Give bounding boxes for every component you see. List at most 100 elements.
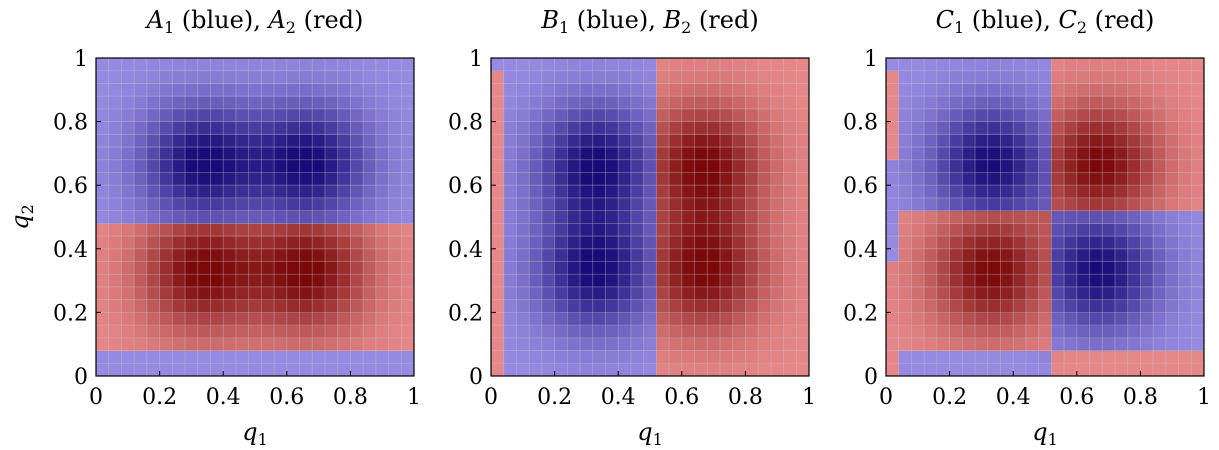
heatmap-cell <box>363 261 377 275</box>
heatmap-cell <box>669 274 683 288</box>
heatmap-cell <box>337 363 351 377</box>
heatmap-cell <box>796 185 810 199</box>
x-tick-label: 0.8 <box>728 385 763 410</box>
heatmap-cell <box>669 286 683 301</box>
heatmap-cell <box>707 312 721 326</box>
heatmap-cell <box>324 299 339 313</box>
heatmap-cell <box>758 312 772 326</box>
heatmap-cell <box>350 197 364 212</box>
heatmap-cell <box>796 96 810 110</box>
heatmap-cell <box>274 350 288 364</box>
heatmap-cell <box>197 363 211 377</box>
heatmap-cell <box>261 261 275 275</box>
heatmap-cell <box>987 134 1001 148</box>
heatmap-cell <box>363 121 377 135</box>
heatmap-cell <box>516 83 530 97</box>
heatmap-cell <box>1000 185 1014 199</box>
heatmap-cell <box>491 363 505 377</box>
heatmap-cell <box>630 261 645 275</box>
heatmap-cell <box>286 121 301 135</box>
heatmap-cell <box>949 312 963 326</box>
heatmap-cell <box>1191 223 1205 237</box>
heatmap-cell <box>643 286 657 301</box>
heatmap-cell <box>605 337 619 352</box>
heatmap-cell <box>783 286 797 301</box>
heatmap-cell <box>108 236 122 250</box>
heatmap-cell <box>949 58 963 72</box>
heatmap-cell <box>1153 58 1167 72</box>
heatmap-cell <box>580 121 594 135</box>
heatmap-cell <box>681 261 696 275</box>
heatmap-cell <box>1013 274 1027 288</box>
heatmap-cell <box>388 337 402 352</box>
heatmap-cell <box>324 147 339 161</box>
heatmap-cell <box>503 197 517 212</box>
heatmap-cell <box>592 223 606 237</box>
heatmap-cell <box>949 286 963 301</box>
heatmap-cell <box>350 299 364 313</box>
heatmap-cell <box>121 159 135 173</box>
heatmap-cell <box>567 274 581 288</box>
heatmap-cell <box>337 274 351 288</box>
heatmap-cell <box>503 274 517 288</box>
heatmap-cell <box>656 248 670 263</box>
heatmap-cell <box>592 210 606 224</box>
heatmap-cell <box>1025 159 1040 173</box>
heatmap-cell <box>707 70 721 84</box>
heatmap-cell <box>1127 312 1141 326</box>
heatmap-cell <box>248 147 262 161</box>
heatmap-cell <box>1000 58 1014 72</box>
heatmap-cell <box>656 70 670 84</box>
heatmap-cell <box>924 96 938 110</box>
heatmap-cell <box>1076 210 1091 224</box>
heatmap-cell <box>286 147 301 161</box>
heatmap-cell <box>1102 312 1116 326</box>
heatmap-cell <box>592 83 606 97</box>
heatmap-cell <box>592 299 606 313</box>
heatmap-cells <box>886 58 1205 377</box>
heatmap-cell <box>274 172 288 186</box>
heatmap-cell <box>363 197 377 212</box>
heatmap-cell <box>924 286 938 301</box>
heatmap-cell <box>580 108 594 123</box>
heatmap-cell <box>134 312 148 326</box>
heatmap-cell <box>286 299 301 313</box>
heatmap-cell <box>248 58 262 72</box>
heatmap-cell <box>248 236 262 250</box>
heatmap-cell <box>1025 147 1040 161</box>
heatmap-cell <box>516 325 530 339</box>
heatmap-cell <box>261 363 275 377</box>
heatmap-cell <box>1102 286 1116 301</box>
heatmap-cell <box>223 147 237 161</box>
heatmap-cell <box>312 363 326 377</box>
heatmap-cell <box>796 312 810 326</box>
heatmap-cell <box>1140 197 1154 212</box>
heatmap-cell <box>1025 108 1040 123</box>
heatmap-cell <box>1178 70 1192 84</box>
heatmap-cell <box>401 248 415 263</box>
heatmap-cell <box>337 58 351 72</box>
heatmap-cell <box>516 134 530 148</box>
heatmap-cell <box>796 121 810 135</box>
heatmap-cell <box>197 134 211 148</box>
heatmap-cell <box>197 223 211 237</box>
heatmap-cell <box>1178 147 1192 161</box>
heatmap-cell <box>1114 70 1129 84</box>
y-tick-label: 0.6 <box>448 174 483 199</box>
heatmap-cell <box>1114 363 1129 377</box>
heatmap-cell <box>643 83 657 97</box>
heatmap-cell <box>554 363 568 377</box>
heatmap-cell <box>936 83 951 97</box>
heatmap-cell <box>108 325 122 339</box>
heatmap-cell <box>223 350 237 364</box>
heatmap-cell <box>401 172 415 186</box>
heatmap-cell <box>605 363 619 377</box>
heatmap-cell <box>1000 172 1014 186</box>
heatmap-cell <box>605 121 619 135</box>
heatmap-cell <box>745 108 759 123</box>
heatmap-cell <box>643 236 657 250</box>
heatmap-cell <box>146 274 161 288</box>
heatmap-cell <box>248 210 262 224</box>
heatmap-cell <box>286 286 301 301</box>
heatmap-cell <box>172 286 186 301</box>
